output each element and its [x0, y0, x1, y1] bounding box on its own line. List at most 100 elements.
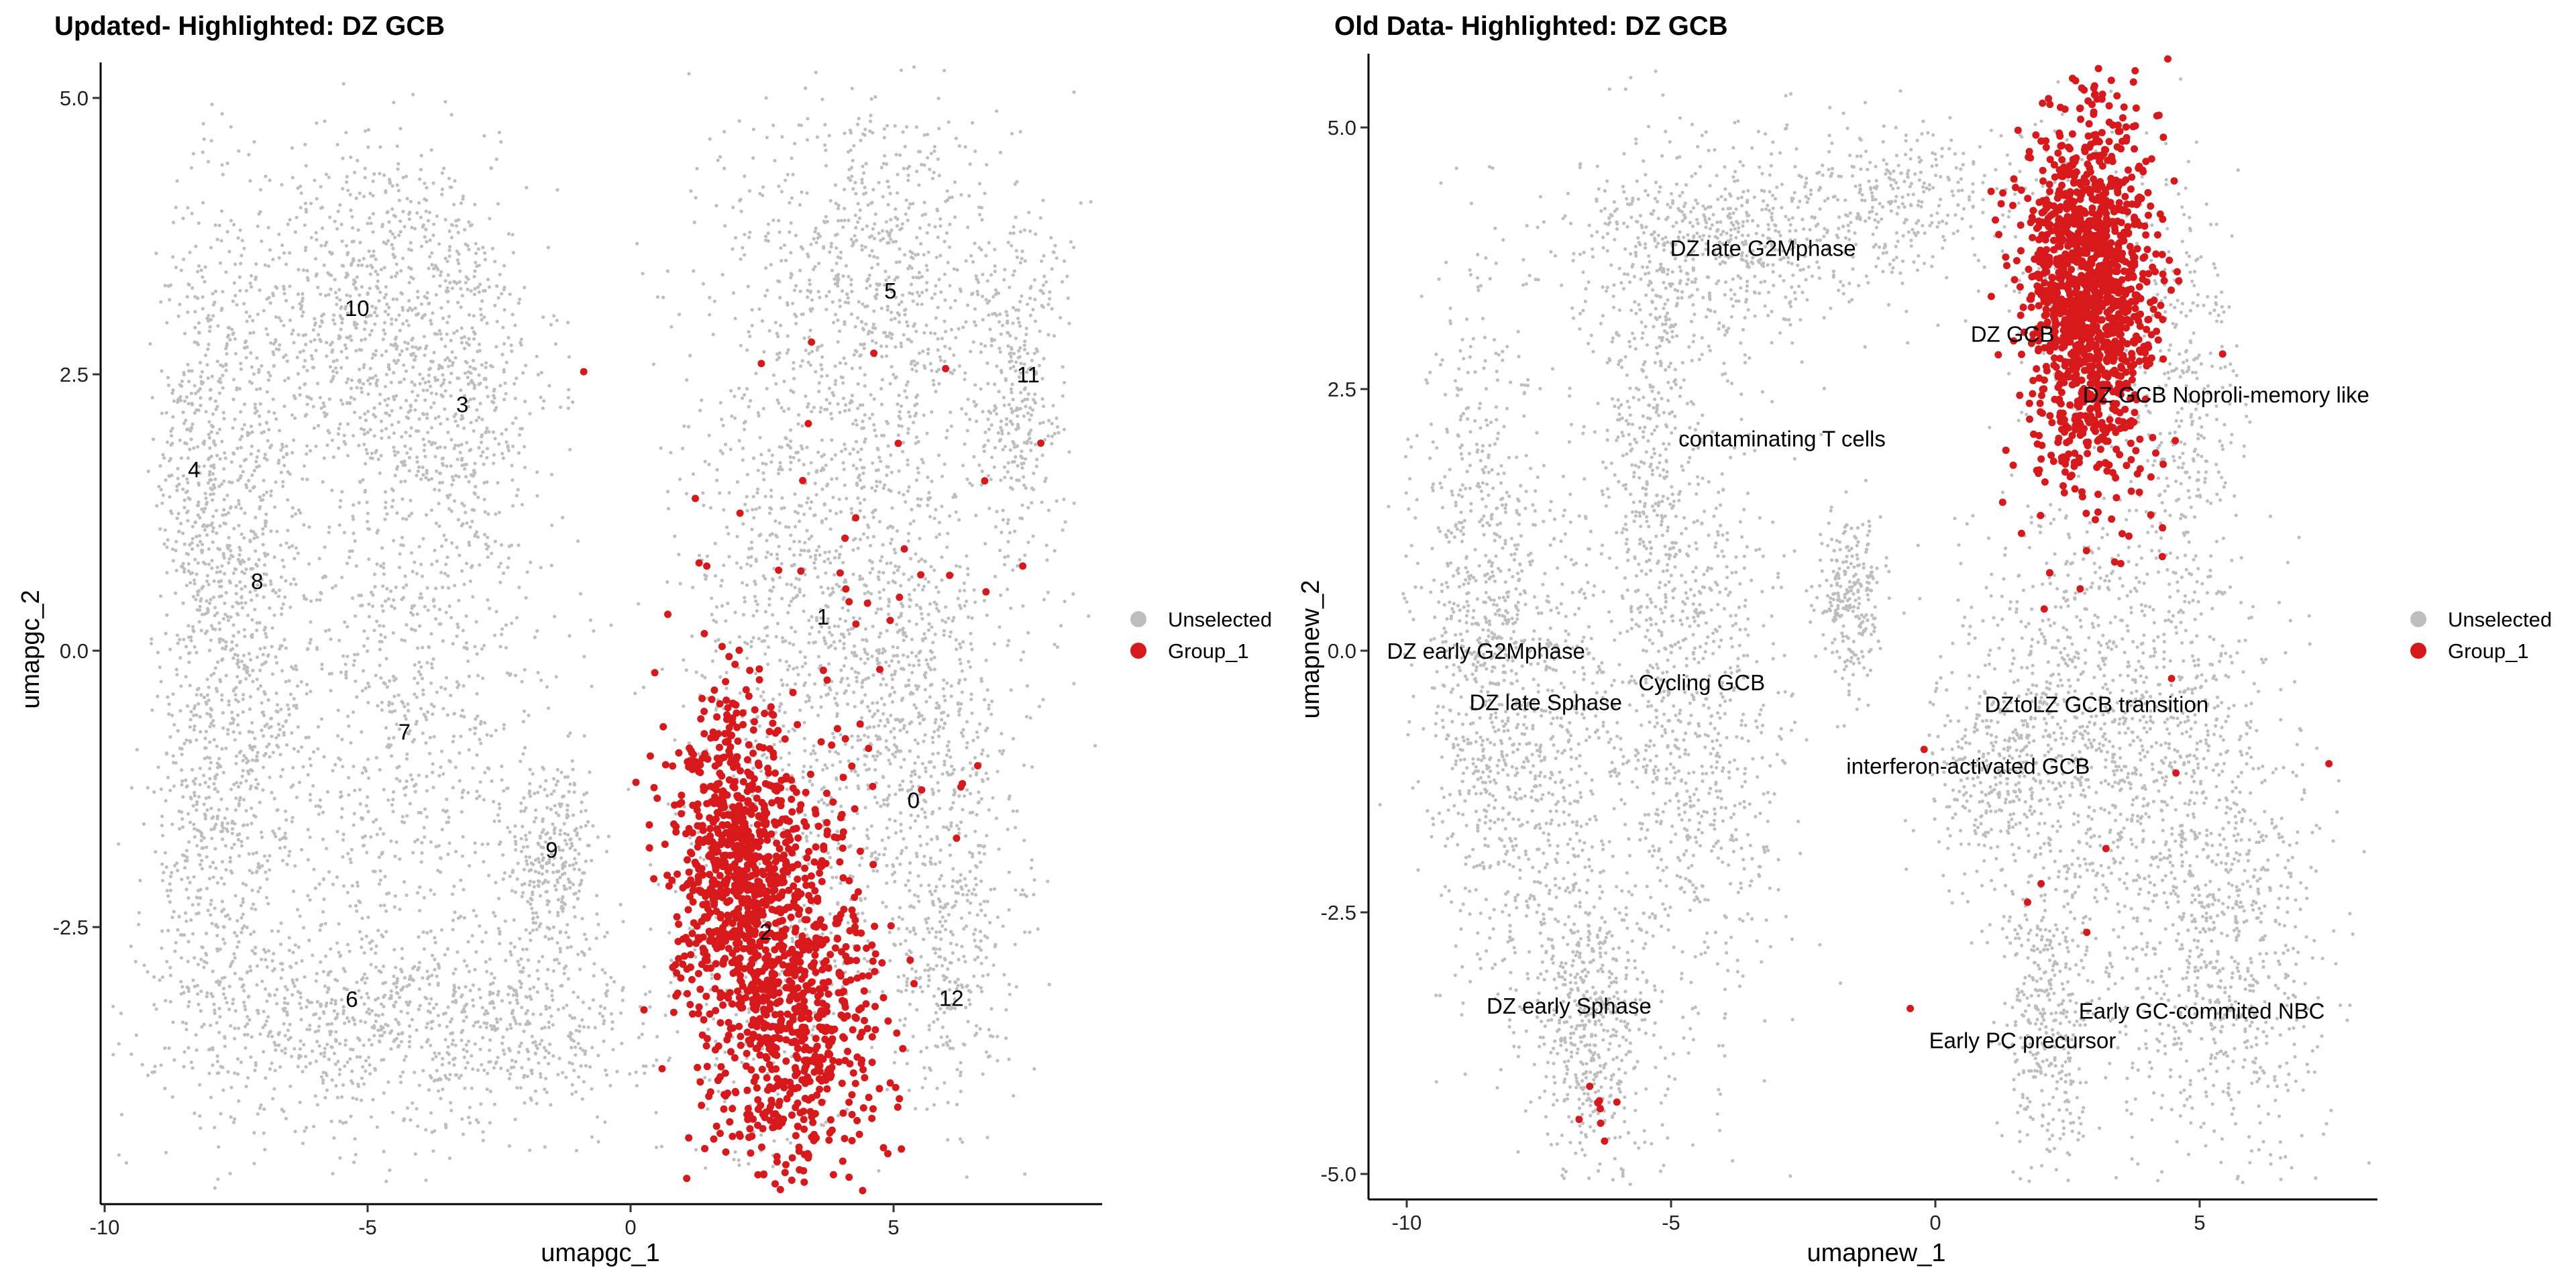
- point-unselected: [266, 859, 270, 863]
- point-unselected: [584, 824, 588, 828]
- point-unselected: [189, 820, 193, 824]
- point-unselected: [501, 1049, 506, 1053]
- point-unselected: [465, 647, 469, 651]
- point-unselected: [245, 486, 249, 490]
- point-unselected: [180, 985, 184, 989]
- point-unselected: [378, 471, 382, 476]
- point-unselected: [253, 402, 257, 407]
- point-unselected: [518, 936, 522, 941]
- point-unselected: [259, 1103, 263, 1107]
- point-unselected: [386, 597, 390, 601]
- point-unselected: [413, 408, 417, 412]
- point-unselected: [441, 1087, 445, 1091]
- point-unselected: [549, 323, 553, 327]
- point-unselected: [181, 217, 185, 221]
- point-unselected: [571, 767, 575, 771]
- point-unselected: [463, 467, 467, 471]
- point-unselected: [932, 145, 936, 149]
- point-unselected: [165, 959, 169, 963]
- point-unselected: [221, 937, 225, 941]
- point-unselected: [498, 806, 502, 810]
- point-unselected: [443, 1073, 447, 1077]
- point-unselected: [242, 667, 246, 671]
- point-unselected: [372, 629, 376, 633]
- point-unselected: [469, 397, 473, 401]
- point-unselected: [349, 395, 353, 400]
- point-unselected: [416, 312, 421, 316]
- point-unselected: [362, 972, 367, 976]
- point-unselected: [544, 890, 548, 894]
- point-unselected: [209, 991, 213, 996]
- point-unselected: [338, 1156, 342, 1160]
- point-unselected: [368, 1063, 372, 1067]
- point-unselected: [284, 541, 288, 545]
- point-unselected: [433, 331, 437, 336]
- point-unselected: [392, 397, 396, 402]
- point-unselected: [460, 1117, 464, 1121]
- point-unselected: [288, 318, 292, 323]
- point-unselected: [431, 953, 435, 957]
- point-unselected: [368, 427, 372, 432]
- point-unselected: [557, 813, 561, 817]
- point-unselected: [168, 283, 173, 287]
- point-unselected: [195, 1048, 199, 1052]
- point-unselected: [189, 710, 193, 714]
- point-unselected: [381, 584, 385, 588]
- point-unselected: [459, 388, 463, 392]
- point-unselected: [502, 722, 506, 727]
- point-unselected: [186, 310, 190, 314]
- point-unselected: [269, 724, 273, 729]
- point-unselected: [419, 706, 423, 710]
- point-unselected: [319, 717, 324, 721]
- point-unselected: [211, 292, 215, 296]
- point-unselected: [551, 1023, 555, 1027]
- point-unselected: [531, 772, 535, 776]
- point-unselected: [257, 557, 261, 561]
- point-unselected: [927, 223, 931, 227]
- point-unselected: [364, 1020, 368, 1024]
- point-unselected: [506, 786, 510, 790]
- point-unselected: [207, 877, 212, 881]
- point-unselected: [242, 1000, 246, 1004]
- point-unselected: [170, 427, 174, 431]
- point-unselected: [584, 859, 588, 863]
- point-unselected: [592, 629, 596, 633]
- point-unselected: [250, 575, 254, 579]
- point-unselected: [237, 523, 241, 528]
- point-unselected: [551, 969, 555, 973]
- point-unselected: [281, 484, 285, 488]
- point-unselected: [853, 213, 857, 217]
- point-unselected: [171, 415, 175, 419]
- point-unselected: [249, 452, 253, 456]
- point-unselected: [433, 1078, 437, 1082]
- point-unselected: [221, 616, 225, 621]
- point-unselected: [211, 875, 215, 879]
- point-unselected: [849, 237, 853, 241]
- point-unselected: [251, 680, 255, 684]
- point-unselected: [192, 446, 196, 450]
- point-unselected: [488, 1001, 492, 1006]
- point-unselected: [329, 273, 333, 278]
- point-unselected: [580, 916, 584, 920]
- point-unselected: [301, 268, 306, 272]
- point-unselected: [367, 602, 371, 606]
- point-unselected: [409, 409, 413, 413]
- point-unselected: [323, 984, 327, 988]
- point-unselected: [323, 1046, 327, 1051]
- point-unselected: [318, 325, 322, 329]
- point-unselected: [394, 1018, 398, 1022]
- point-unselected: [519, 759, 523, 763]
- point-unselected: [403, 714, 407, 718]
- point-unselected: [528, 782, 532, 786]
- point-unselected: [287, 712, 291, 716]
- point-unselected: [374, 349, 378, 353]
- point-unselected: [224, 347, 228, 351]
- point-unselected: [404, 1055, 408, 1059]
- point-unselected: [568, 885, 572, 890]
- point-unselected: [425, 412, 429, 417]
- point-unselected: [383, 506, 388, 510]
- point-unselected: [284, 837, 288, 841]
- point-unselected: [462, 645, 466, 649]
- point-unselected: [881, 237, 885, 241]
- point-unselected: [390, 702, 394, 706]
